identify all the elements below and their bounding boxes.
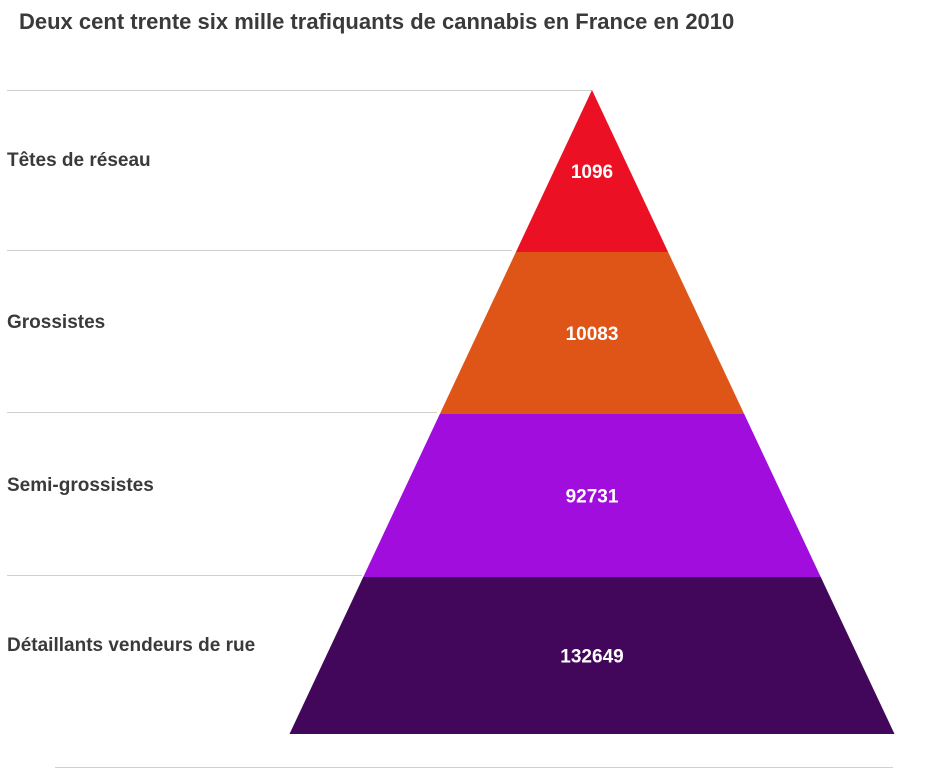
chart-title: Deux cent trente six mille trafiquants d… [19,9,735,34]
pyramid-band [363,414,821,577]
pyramid-band [289,577,895,734]
category-label: Semi-grossistes [7,474,154,496]
value-label: 1096 [571,162,613,183]
value-label: 92731 [566,487,619,508]
value-label: 132649 [560,647,623,668]
value-label: 10083 [566,324,619,345]
level-divider [7,90,592,91]
pyramid-band [515,90,669,252]
level-divider [7,412,437,413]
level-divider [7,575,362,576]
category-label: Têtes de réseau [7,150,151,171]
category-label: Détaillants vendeurs de rue [7,634,256,656]
category-label: Grossistes [7,312,106,333]
pyramid-band [439,252,745,414]
level-divider [7,250,512,251]
bottom-divider [55,767,893,768]
